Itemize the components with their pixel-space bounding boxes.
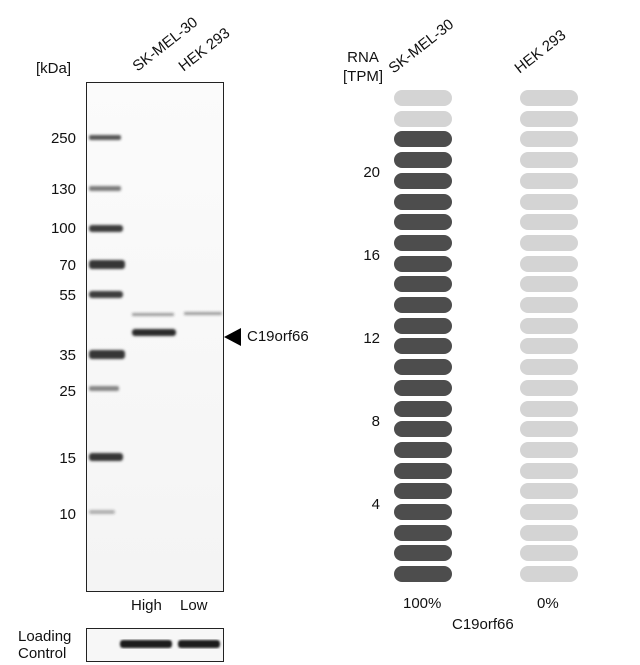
rna-unit-pill [394, 379, 452, 396]
rna-unit-pill [520, 90, 578, 106]
rna-unit-pill [394, 338, 452, 355]
rna-unit-pill [394, 483, 452, 500]
rna-unit-pill [394, 524, 452, 541]
rna-tick-8: 8 [371, 413, 380, 430]
rna-unit-pill [520, 359, 578, 376]
rna-unit-pill [394, 317, 452, 334]
rna-tick-20: 20 [363, 164, 380, 181]
rna-tick-16: 16 [363, 247, 380, 264]
target-arrow-icon [224, 328, 241, 346]
rna-unit-pill [394, 255, 452, 272]
ladder-ticks: 250 130 100 70 55 35 25 15 10 [6, 0, 82, 600]
rna-unit-pill [520, 462, 578, 479]
loading-control-line2: Control [18, 645, 67, 662]
ladder-tick-15: 15 [59, 450, 76, 467]
rna-unit-pill [520, 317, 578, 334]
rna-unit-pill [520, 400, 578, 417]
rna-unit-pill [394, 504, 452, 520]
rna-bar-sk-mel-30 [394, 90, 454, 585]
rna-gene-label: C19orf66 [452, 616, 514, 633]
kda-unit-label: [kDa] [36, 60, 72, 77]
rna-unit-pill [520, 152, 578, 169]
rna-unit-pill [520, 545, 578, 562]
rna-header: RNA [TPM] [343, 48, 383, 86]
rna-unit-pill [394, 441, 452, 458]
rna-unit-pill [520, 524, 578, 541]
rna-unit-pill [394, 462, 452, 479]
rna-unit-pill [394, 110, 452, 127]
ladder-tick-35: 35 [59, 347, 76, 364]
rna-unit-pill [394, 359, 452, 376]
rna-unit-pill [394, 545, 452, 562]
rna-header-line2: [TPM] [343, 68, 383, 85]
rna-unit-pill [394, 152, 452, 169]
rna-percent-hek-293: 0% [537, 595, 559, 612]
rna-unit-pill [520, 131, 578, 148]
rna-column-label-sk-mel-30: SK-MEL-30 [385, 15, 458, 78]
rna-unit-pill [520, 276, 578, 293]
rna-unit-pill [394, 276, 452, 293]
ladder-tick-25: 25 [59, 383, 76, 400]
rna-unit-pill [394, 214, 452, 231]
rna-column-label-hek-293: HEK 293 [511, 26, 570, 77]
loading-control-label: Loading Control [18, 628, 71, 662]
western-blot-image [86, 82, 224, 592]
ladder-tick-70: 70 [59, 257, 76, 274]
rna-unit-pill [520, 214, 578, 231]
rna-unit-pill [394, 172, 452, 189]
rna-unit-pill [520, 255, 578, 272]
rna-header-line1: RNA [347, 49, 379, 66]
rna-unit-pill [520, 483, 578, 500]
rna-unit-pill [520, 338, 578, 355]
rna-unit-pill [394, 400, 452, 417]
rna-unit-pill [394, 566, 452, 583]
rna-unit-pill [520, 234, 578, 251]
target-protein-label: C19orf66 [247, 328, 309, 345]
rna-unit-pill [520, 172, 578, 189]
ladder-tick-130: 130 [50, 181, 76, 198]
loading-control-line1: Loading [18, 628, 72, 645]
loading-control-blot [86, 628, 224, 662]
rna-unit-pill [520, 193, 578, 210]
rna-tick-4: 4 [371, 496, 380, 513]
ladder-tick-100: 100 [50, 220, 76, 237]
condition-label-high: High [131, 597, 162, 614]
rna-tick-12: 12 [363, 330, 380, 347]
ladder-tick-10: 10 [59, 506, 76, 523]
ladder-tick-250: 250 [50, 130, 76, 147]
rna-unit-pill [520, 421, 578, 438]
rna-y-ticks: 20 16 12 8 4 [340, 0, 382, 600]
rna-unit-pill [520, 379, 578, 396]
rna-bar-hek-293 [520, 90, 580, 585]
condition-label-low: Low [180, 597, 208, 614]
rna-unit-pill [394, 90, 452, 106]
rna-unit-pill [520, 297, 578, 313]
rna-percent-sk-mel-30: 100% [403, 595, 442, 612]
rna-unit-pill [520, 566, 578, 583]
rna-unit-pill [520, 441, 578, 458]
rna-unit-pill [394, 131, 452, 148]
rna-unit-pill [394, 234, 452, 251]
rna-unit-pill [394, 297, 452, 313]
ladder-tick-55: 55 [59, 287, 76, 304]
rna-unit-pill [394, 193, 452, 210]
rna-unit-pill [520, 110, 578, 127]
rna-unit-pill [520, 504, 578, 520]
rna-unit-pill [394, 421, 452, 438]
